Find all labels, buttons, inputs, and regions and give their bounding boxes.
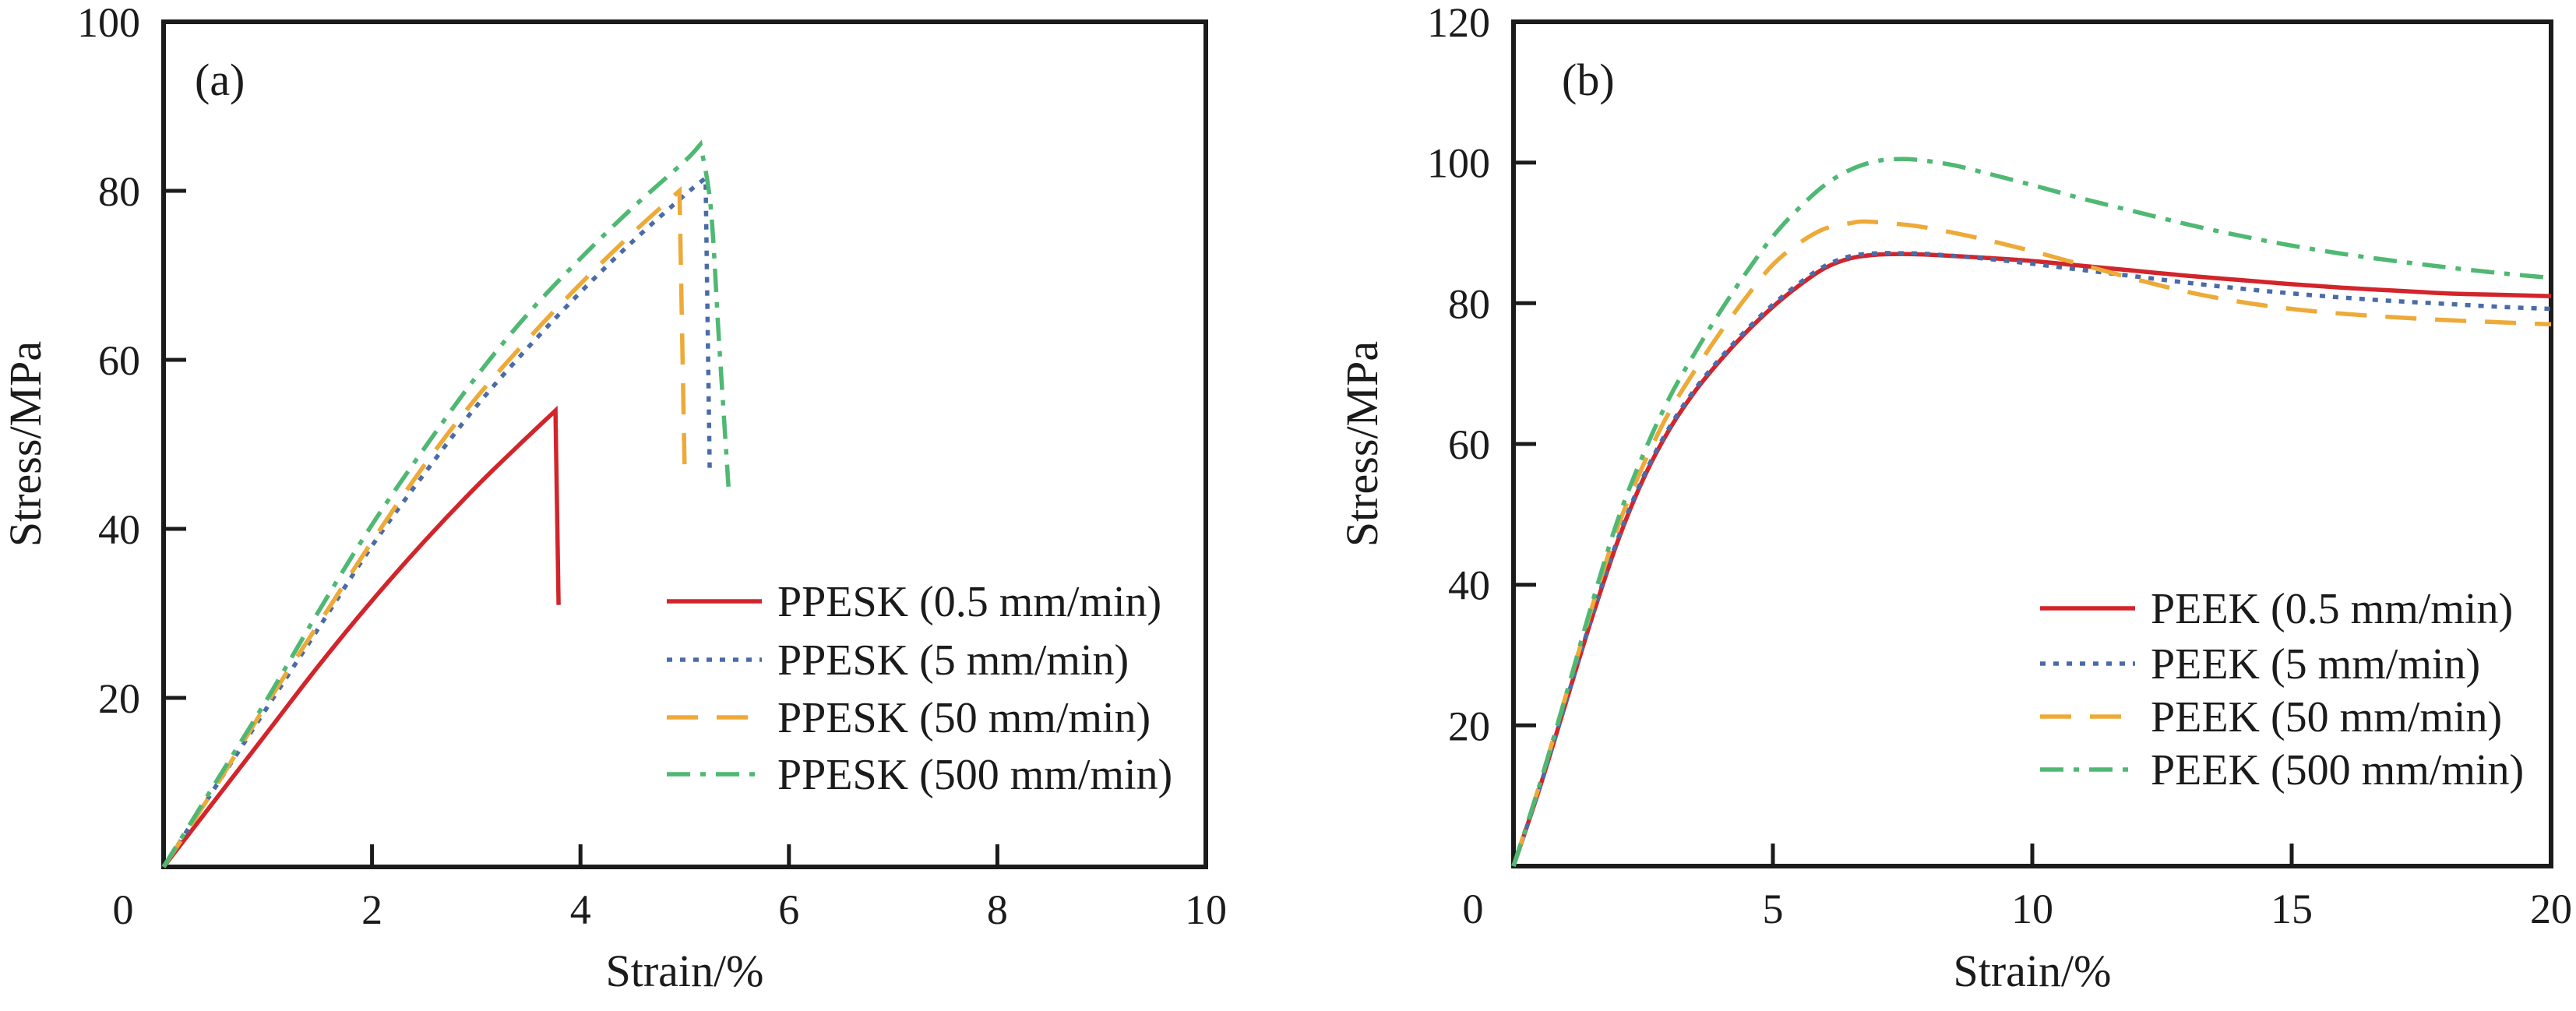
legend-label-ppesk-500-mm-min: PPESK (500 mm/min) bbox=[777, 751, 1172, 799]
plot-frame-a bbox=[161, 19, 1208, 869]
x-tick-label-a: 0 bbox=[113, 886, 134, 933]
y-tick-label-b: 100 bbox=[1427, 140, 1490, 187]
panel-b-y-axis-label: Stress/MPa bbox=[1337, 341, 1387, 547]
panel-b-x-axis-label: Strain/% bbox=[1954, 946, 2112, 996]
curve-peek-5-mm-min bbox=[1511, 251, 2552, 867]
x-tick-label-a: 6 bbox=[778, 886, 799, 933]
x-tick-label-b: 5 bbox=[1763, 886, 1784, 932]
legend-label-peek-500-mm-min: PEEK (500 mm/min) bbox=[2151, 746, 2524, 794]
panel-a-x-axis-label: Strain/% bbox=[606, 946, 764, 996]
panel-b: 0 5 10 15 20 20 40 60 80 100 120 PEEK (0.5 mm/min) P… bbox=[1337, 0, 2572, 996]
y-tick-label-b: 20 bbox=[1448, 703, 1490, 749]
y-tick-label-b: 60 bbox=[1448, 421, 1490, 468]
y-tick-label-a: 80 bbox=[98, 168, 140, 215]
x-tick-label-b: 0 bbox=[1463, 886, 1484, 932]
x-tick-label-a: 10 bbox=[1185, 886, 1227, 933]
y-tick-label-a: 20 bbox=[98, 675, 140, 722]
legend-label-ppesk-50-mm-min: PPESK (50 mm/min) bbox=[777, 694, 1151, 742]
legend-label-peek-0-5-mm-min: PEEK (0.5 mm/min) bbox=[2151, 585, 2513, 633]
y-tick-label-b: 40 bbox=[1448, 562, 1490, 609]
x-tick-label-a: 2 bbox=[361, 886, 382, 933]
y-tick-label-a: 60 bbox=[98, 337, 140, 384]
x-tick-label-b: 20 bbox=[2530, 886, 2572, 932]
curve-ppesk-0-5-mm-min bbox=[161, 405, 561, 868]
y-tick-label-b: 120 bbox=[1427, 0, 1490, 46]
legend-label-ppesk-0-5-mm-min: PPESK (0.5 mm/min) bbox=[777, 578, 1161, 626]
curve-ppesk-500-mm-min bbox=[161, 139, 731, 868]
legend-label-ppesk-5-mm-min: PPESK (5 mm/min) bbox=[777, 636, 1129, 685]
x-tick-label-b: 15 bbox=[2271, 886, 2313, 932]
panel-a-tag: (a) bbox=[195, 55, 245, 105]
panel-a-y-axis-label: Stress/MPa bbox=[0, 341, 51, 547]
plot-frame-b bbox=[1511, 19, 2553, 868]
legend-label-peek-5-mm-min: PEEK (5 mm/min) bbox=[2151, 640, 2480, 689]
x-tick-label-b: 10 bbox=[2011, 886, 2053, 932]
curve-peek-50-mm-min bbox=[1511, 219, 2552, 867]
y-tick-label-b: 80 bbox=[1448, 280, 1490, 327]
y-tick-label-a: 40 bbox=[98, 506, 140, 553]
y-tick-label-a: 100 bbox=[77, 0, 140, 46]
curve-peek-500-mm-min bbox=[1511, 157, 2552, 867]
x-tick-label-a: 4 bbox=[570, 886, 591, 933]
x-tick-label-a: 8 bbox=[987, 886, 1008, 933]
curve-ppesk-5-mm-min bbox=[161, 174, 712, 868]
legend-label-peek-50-mm-min: PEEK (50 mm/min) bbox=[2151, 693, 2502, 742]
panel-b-tag: (b) bbox=[1562, 55, 1615, 105]
panel-a: 0 2 4 6 8 10 20 40 60 80 100 PPESK (0.5 mm/min) PPES… bbox=[0, 0, 1227, 996]
